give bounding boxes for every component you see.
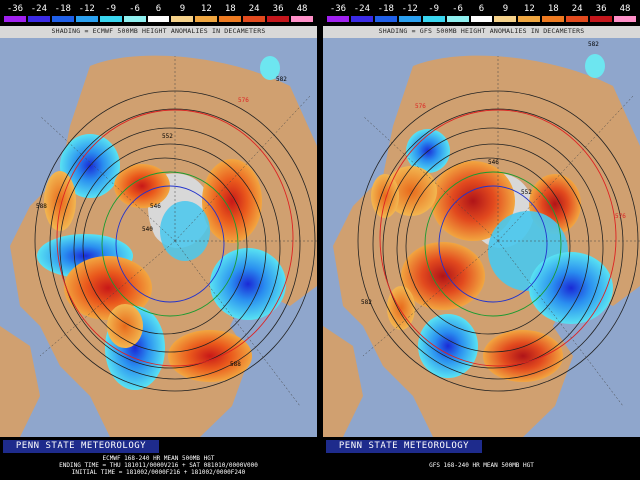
colorbar-tick-label: 6 [478, 4, 485, 14]
colorbar-tick-label: -24 [353, 4, 371, 14]
colorbar-swatch [195, 16, 218, 22]
shading-label: SHADING = ECMWF 500MB HEIGHT ANOMALIES I… [51, 27, 266, 35]
colorbar-swatch [566, 16, 589, 22]
contour-label: 546 [488, 159, 499, 166]
colorbar-tick-label: -36 [329, 4, 347, 14]
colorbar-tick-label: 48 [296, 4, 308, 14]
colorbar-swatch [590, 16, 613, 22]
colorbar-swatch [446, 16, 469, 22]
colorbar-swatch [494, 16, 517, 22]
ecmwf-anomaly-map: 576 582 588 552 546 540 588 [0, 26, 317, 437]
contour-label: 576 [415, 103, 426, 110]
colorbar-tick-label: 12 [523, 4, 535, 14]
colorbar-tick-label: 36 [272, 4, 284, 14]
colorbar-swatch [99, 16, 122, 22]
contour-label: 582 [588, 41, 599, 48]
colorbar-tick-label: -9 [105, 4, 117, 14]
footer-line: INITIAL TIME = 181002/0000F216 + 181002/… [71, 469, 246, 476]
colorbar-swatches [326, 16, 637, 22]
contour-label: 552 [521, 189, 532, 196]
colorbar-swatch [51, 16, 74, 22]
footer-line: GFS 168-240 HR MEAN 500MB HGT [429, 462, 534, 469]
colorbar-tick-label: 24 [248, 4, 260, 14]
colorbar-swatch [75, 16, 98, 22]
colorbar-swatch [542, 16, 565, 22]
colorbar-swatch [327, 16, 349, 22]
colorbar-swatch [243, 16, 266, 22]
colorbar-tick-label: 24 [571, 4, 583, 14]
contour-label: 582 [276, 76, 287, 83]
colorbar-ticks: -36 -24 -18 -12 -9 -6 6 9 12 18 24 36 48 [3, 4, 314, 14]
colorbar-swatch [147, 16, 170, 22]
colorbar-swatch [374, 16, 397, 22]
colorbar-swatch [398, 16, 421, 22]
contour-label: 588 [230, 361, 241, 368]
ecmwf-panel: -36 -24 -18 -12 -9 -6 6 9 12 18 24 36 48 [0, 0, 317, 480]
shading-label: SHADING = GFS 500MB HEIGHT ANOMALIES IN … [378, 27, 585, 35]
colorbar-swatch [291, 16, 313, 22]
colorbar-tick-label: 12 [200, 4, 212, 14]
colorbar-swatch [350, 16, 373, 22]
colorbar-swatch [171, 16, 194, 22]
colorbar-swatch [123, 16, 146, 22]
colorbar-tick-label: 18 [224, 4, 236, 14]
contour-label: 588 [36, 203, 47, 210]
gfs-panel: -36 -24 -18 -12 -9 -6 6 9 12 18 24 36 48 [323, 0, 640, 480]
colorbar-tick-label: -18 [54, 4, 71, 14]
colorbar-tick-label: -12 [78, 4, 95, 14]
colorbar-swatch [614, 16, 636, 22]
contour-label: 576 [615, 213, 626, 220]
branding-label: PENN STATE METEOROLOGY [326, 440, 482, 453]
colorbar-tick-label: 6 [155, 4, 162, 14]
colorbar-swatch [518, 16, 541, 22]
gfs-anomaly-map: 582 576 546 552 582 576 [323, 26, 640, 437]
colorbar-tick-label: -18 [377, 4, 394, 14]
contour-label: 540 [142, 226, 153, 233]
colorbar-swatch [470, 16, 493, 22]
colorbar-tick-label: 48 [619, 4, 631, 14]
contour-label: 552 [162, 133, 173, 140]
colorbar-tick-label: -9 [428, 4, 440, 14]
colorbar-tick-label: -24 [30, 4, 48, 14]
contour-label: 582 [361, 299, 372, 306]
colorbar-tick-label: 9 [179, 4, 186, 14]
contour-label: 576 [238, 97, 249, 104]
contour-label: 546 [150, 203, 161, 210]
colorbar-tick-label: 9 [502, 4, 509, 14]
colorbar-tick-label: -36 [6, 4, 24, 14]
colorbar-swatch [219, 16, 242, 22]
colorbar-tick-label: -6 [452, 4, 463, 14]
colorbar-swatch [27, 16, 50, 22]
colorbar-swatches [3, 16, 314, 22]
colorbar-tick-label: -6 [129, 4, 140, 14]
colorbar-ticks: -36 -24 -18 -12 -9 -6 6 9 12 18 24 36 48 [326, 4, 637, 14]
colorbar-tick-label: -12 [401, 4, 418, 14]
branding-label: PENN STATE METEOROLOGY [3, 440, 159, 453]
colorbar-swatch [4, 16, 26, 22]
colorbar-tick-label: 18 [547, 4, 559, 14]
colorbar-swatch [267, 16, 290, 22]
colorbar-tick-label: 36 [595, 4, 607, 14]
colorbar-swatch [422, 16, 445, 22]
footer-line: ECMWF 168-240 HR MEAN 500MB HGT [102, 455, 215, 462]
footer-line: ENDING TIME = THU 181011/0000V216 + SAT … [59, 462, 258, 469]
